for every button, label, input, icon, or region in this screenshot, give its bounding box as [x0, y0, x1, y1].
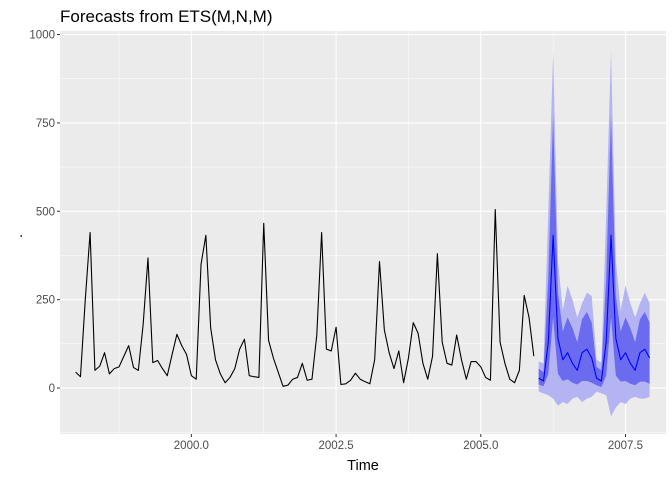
x-tick-label: 2007.5: [608, 440, 643, 452]
series-lines: [75, 208, 651, 387]
y-axis-ticks: 0 250 500 750 1000: [29, 30, 60, 395]
y-tick-label: 500: [36, 206, 55, 218]
y-tick-label: 0: [49, 383, 55, 395]
observed-series-line: [75, 208, 535, 387]
chart-title: Forecasts from ETS(M,N,M): [60, 7, 273, 26]
x-axis-ticks: 2000.0 2002.5 2005.0 2007.5: [174, 434, 643, 452]
x-axis-title: Time: [347, 458, 379, 474]
y-tick-label: 1000: [29, 30, 55, 42]
x-tick-label: 2000.0: [174, 440, 209, 452]
y-tick-label: 250: [36, 295, 55, 307]
x-tick-label: 2005.0: [463, 440, 498, 452]
forecast-series-line: [538, 234, 651, 382]
y-axis-title: .: [10, 234, 26, 238]
y-tick-label: 750: [36, 118, 55, 130]
x-tick-label: 2002.5: [318, 440, 353, 452]
